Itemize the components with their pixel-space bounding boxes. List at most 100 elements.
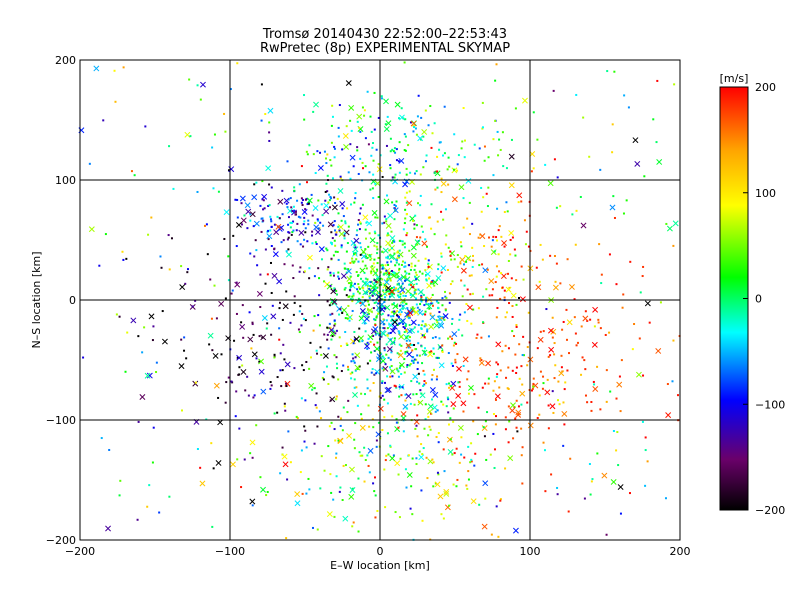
data-point (291, 231, 294, 234)
x-tick-label: 100 (520, 545, 541, 558)
cluster-background (78, 62, 681, 541)
data-point-cross (537, 336, 544, 343)
data-point (243, 458, 246, 461)
data-point (418, 382, 421, 385)
data-point (386, 234, 389, 237)
data-point (523, 219, 526, 222)
data-point-cross (298, 229, 305, 236)
data-point-cross (421, 129, 428, 135)
data-point (515, 366, 518, 369)
data-point (383, 215, 386, 218)
data-point (608, 331, 611, 334)
data-point (388, 366, 391, 369)
data-point (444, 290, 447, 293)
data-point (299, 266, 302, 269)
data-point (397, 473, 400, 476)
data-point-cross (348, 104, 355, 111)
data-point-cross (433, 322, 440, 329)
data-point (205, 223, 208, 226)
data-point (378, 334, 381, 337)
data-point (331, 104, 334, 107)
data-point (206, 253, 209, 256)
data-point (440, 191, 443, 194)
data-point-cross (426, 303, 433, 310)
data-point (393, 240, 396, 243)
data-point-cross (236, 354, 243, 361)
data-point (315, 406, 318, 409)
data-point (381, 278, 384, 281)
data-point (346, 207, 349, 210)
data-point (444, 208, 447, 211)
data-point (316, 218, 319, 221)
data-point (495, 415, 498, 418)
data-point (189, 135, 192, 138)
data-point (313, 387, 316, 390)
data-point (415, 424, 418, 427)
data-point (405, 486, 408, 489)
data-point (238, 366, 241, 369)
data-point (452, 420, 455, 423)
data-point-cross (244, 202, 251, 209)
data-point (342, 406, 345, 409)
data-point (404, 399, 407, 402)
data-point (436, 170, 439, 173)
data-point (327, 445, 330, 448)
data-point (104, 233, 107, 236)
data-point (494, 119, 497, 122)
data-point (136, 518, 139, 521)
data-point (513, 248, 516, 251)
data-point (521, 446, 524, 449)
data-point (283, 358, 286, 361)
data-point (391, 303, 394, 306)
data-point (387, 276, 390, 279)
data-point (363, 480, 366, 483)
data-point (478, 264, 481, 267)
data-point (344, 464, 347, 467)
data-point (320, 353, 323, 356)
data-point (349, 177, 352, 180)
data-point (451, 280, 454, 283)
data-point (450, 258, 453, 261)
data-point (402, 291, 405, 294)
data-point (426, 245, 429, 248)
data-point (559, 282, 562, 285)
data-point (311, 388, 314, 391)
data-point (432, 461, 435, 464)
data-point (492, 235, 495, 238)
data-point (286, 238, 289, 241)
data-point (311, 230, 314, 233)
data-point (417, 94, 420, 97)
data-point (327, 382, 330, 385)
data-point (314, 221, 317, 224)
data-point (411, 349, 414, 352)
data-point (413, 343, 416, 346)
data-point (381, 355, 384, 358)
data-point (411, 306, 414, 309)
data-point-cross (421, 240, 428, 247)
data-point-cross (402, 181, 409, 188)
data-point (356, 229, 359, 232)
data-point (329, 206, 332, 209)
data-point (375, 148, 378, 151)
data-point (524, 243, 527, 246)
data-point (423, 347, 426, 350)
data-point (285, 202, 288, 205)
data-point (370, 371, 373, 374)
data-point (495, 275, 498, 278)
data-point (553, 342, 556, 345)
data-point (340, 370, 343, 373)
data-point (438, 337, 441, 340)
data-point (340, 246, 343, 249)
data-point (589, 493, 592, 496)
data-point (440, 255, 443, 258)
data-point (330, 164, 333, 167)
data-point (376, 286, 379, 289)
data-point-cross (519, 390, 526, 397)
data-point-cross (397, 352, 404, 359)
data-point (556, 399, 559, 402)
data-point (515, 426, 518, 429)
data-point (565, 338, 568, 341)
data-point (445, 296, 448, 299)
data-point (329, 195, 332, 198)
